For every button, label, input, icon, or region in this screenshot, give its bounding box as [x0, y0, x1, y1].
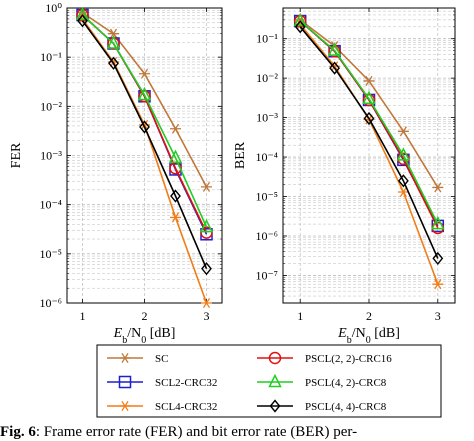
legend: SC SCL2-CRC32 SCL4-CRC32 PSCL(2, 2)-CRC16 PS…	[96, 344, 442, 418]
data-point	[108, 28, 119, 39]
legend-item: PSCL(4, 2)-CRC8	[257, 373, 387, 389]
data-point	[108, 56, 119, 70]
legend-item: SCL2-CRC32	[107, 375, 217, 389]
data-point	[139, 68, 150, 79]
data-point	[432, 251, 444, 266]
series-pscl-4-4-crc8	[294, 20, 444, 266]
data-point	[199, 218, 214, 233]
legend-item: PSCL(2, 2)-CRC16	[257, 351, 392, 365]
legend-label: PSCL(4, 2)-CRC8	[305, 377, 387, 389]
y-tick-label: 10⁻⁶	[39, 296, 62, 310]
y-tick-label: 10⁻³	[256, 111, 278, 125]
data-point	[293, 12, 307, 27]
legend-label: SC	[155, 353, 168, 365]
data-point	[168, 149, 183, 163]
data-point	[328, 45, 341, 58]
x-tick-label: 3	[204, 309, 210, 323]
data-point	[170, 123, 181, 134]
x-tick-label: 1	[297, 309, 303, 323]
x-tick-label: 1	[80, 309, 86, 323]
series-pscl-4-4-crc8	[77, 14, 212, 276]
y-tick-label: 10⁻⁵	[255, 190, 278, 204]
y-axis-label: FER	[9, 142, 24, 168]
y-tick-label: 10⁻¹	[256, 32, 278, 46]
data-point	[431, 215, 445, 230]
data-point	[170, 212, 181, 223]
legend-item: SC	[107, 352, 168, 365]
legend-marker	[118, 375, 132, 389]
y-tick-label: 10⁻³	[40, 149, 62, 163]
ber-chart: 1 2 3 10⁻⁷ 10⁻⁶ 10⁻⁵ 10⁻⁴ 10⁻³ 10⁻² 10⁻¹ BER Eb/N0 …	[233, 7, 456, 346]
y-tick-label: 10⁻¹	[40, 50, 62, 64]
legend-label: SCL4-CRC32	[155, 401, 217, 413]
legend-marker	[119, 352, 131, 364]
caption-text: : Frame error rate (FER) and bit error r…	[35, 424, 358, 440]
legend-marker	[269, 399, 281, 413]
y-tick-label: 10⁻²	[256, 71, 278, 85]
data-point	[362, 90, 376, 105]
legend-label: PSCL(4, 4)-CRC8	[305, 401, 387, 413]
data-point	[363, 111, 375, 126]
y-tick-label: 10⁰	[45, 1, 62, 15]
series-sc	[77, 7, 212, 192]
x-tick-label: 2	[142, 309, 148, 323]
data-point	[200, 226, 213, 239]
y-tick-label: 10⁻⁷	[255, 268, 278, 282]
grid	[67, 7, 222, 304]
series-line	[299, 20, 439, 225]
fer-chart: 1 2 3 10⁻⁶ 10⁻⁵ 10⁻⁴ 10⁻³ 10⁻² 10⁻¹ 10⁰ FER Eb/N0 […	[9, 1, 223, 346]
legend-item: SCL4-CRC32	[107, 400, 217, 413]
y-tick-label: 10⁻²	[40, 99, 62, 113]
y-tick-label: 10⁻⁵	[39, 247, 62, 261]
data-point	[397, 126, 409, 137]
data-point	[77, 14, 88, 28]
data-point	[138, 90, 151, 103]
data-point	[396, 147, 411, 161]
x-axis-label: Eb/N0 [dB]	[337, 326, 400, 346]
series-line	[81, 14, 208, 228]
legend-label: SCL2-CRC32	[155, 377, 217, 389]
data-point	[294, 20, 306, 34]
data-point	[201, 181, 212, 192]
data-point	[362, 93, 376, 107]
x-tick-label: 3	[435, 309, 441, 323]
legend-marker	[268, 351, 282, 365]
legend-marker	[268, 373, 282, 388]
y-axis-label: BER	[233, 141, 248, 169]
legend-marker	[119, 400, 131, 412]
y-tick-label: 10⁻⁶	[255, 229, 278, 243]
series-sc	[294, 14, 444, 193]
data-point	[432, 279, 444, 290]
plot-frame	[66, 7, 223, 304]
series-pscl-4-2-crc8	[75, 6, 214, 233]
grid	[283, 7, 455, 304]
figure-canvas: 1 2 3 10⁻⁶ 10⁻⁵ 10⁻⁴ 10⁻³ 10⁻² 10⁻¹ 10⁰ FER Eb/N0 […	[9, 1, 456, 418]
data-point	[327, 42, 342, 56]
x-tick-label: 2	[366, 309, 372, 323]
data-point	[201, 262, 212, 276]
data-point	[139, 120, 150, 134]
series-line	[81, 20, 208, 269]
y-tick-label: 10⁻⁴	[255, 150, 278, 164]
data-point	[329, 61, 341, 75]
legend-item: PSCL(4, 4)-CRC8	[257, 399, 387, 413]
caption-label: Fig. 6	[0, 424, 36, 440]
data-point	[363, 75, 375, 86]
legend-label: PSCL(2, 2)-CRC16	[305, 353, 392, 365]
plot-frame	[282, 7, 456, 304]
figure-caption: Fig. 6: Frame error rate (FER) and bit e…	[0, 423, 474, 441]
data-point	[170, 189, 181, 203]
data-point	[397, 174, 409, 188]
y-tick-label: 10⁻⁴	[39, 198, 62, 212]
x-axis-label: Eb/N0 [dB]	[113, 326, 176, 346]
series-pscl-4-2-crc8	[293, 12, 445, 230]
data-point	[397, 186, 409, 198]
data-point	[137, 86, 152, 101]
data-point	[106, 35, 121, 49]
series-line	[299, 26, 439, 259]
data-point	[75, 6, 90, 21]
data-point	[201, 297, 212, 309]
data-point	[432, 182, 444, 193]
